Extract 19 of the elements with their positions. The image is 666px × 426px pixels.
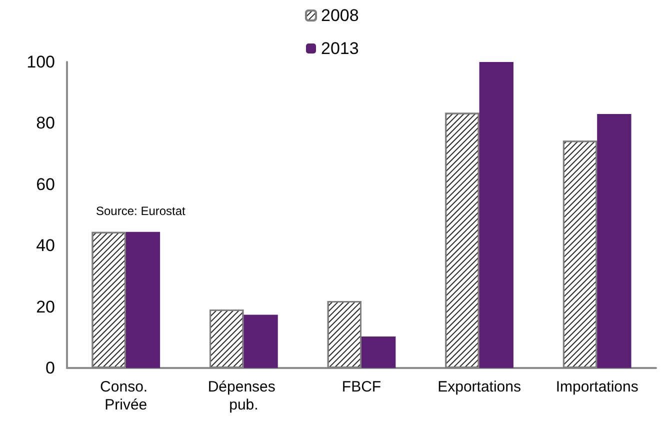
x-tick-label: Exportations (438, 378, 521, 396)
bar (479, 62, 514, 368)
y-tick-label: 20 (36, 297, 55, 316)
x-tick-label: Conso. Privée (100, 378, 152, 414)
y-tick-label: 60 (36, 174, 55, 194)
y-tick-label: 80 (36, 114, 55, 133)
y-tick-label: 0 (46, 358, 55, 378)
x-tick-label: Dépenses pub. (208, 378, 280, 414)
y-tick-label: 40 (36, 236, 55, 256)
y-tick-label: 100 (26, 52, 55, 72)
legend-label: 2013 (321, 39, 359, 58)
legend-label: 2008 (321, 6, 359, 25)
bar (597, 114, 632, 368)
bar (244, 314, 278, 368)
bar (126, 232, 160, 368)
x-tick-label: Importations (556, 378, 638, 396)
annotation: Source: Eurostat (96, 204, 186, 218)
bar (362, 336, 396, 368)
x-tick-label: FBCF (342, 378, 382, 396)
